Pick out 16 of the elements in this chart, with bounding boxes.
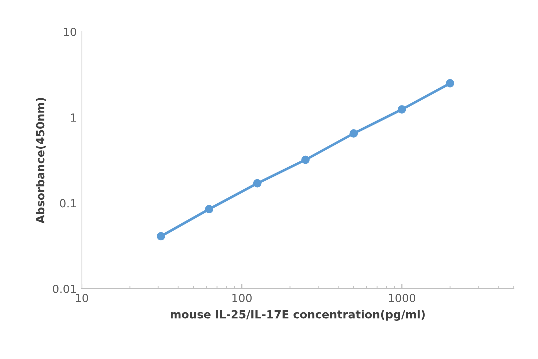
x-axis-title: mouse IL-25/IL-17E concentration(pg/ml) [170, 310, 425, 322]
point [350, 130, 358, 138]
point [205, 205, 214, 214]
point [302, 156, 310, 164]
x-tick-label: 10 [76, 294, 88, 302]
y-tick-label: 10 [64, 28, 76, 36]
x-tick-label: 1000 [389, 294, 416, 302]
y-tick-label: 0.1 [60, 199, 76, 208]
x-tick-label: 100 [232, 294, 252, 302]
y-tick-label: 0.01 [53, 284, 76, 294]
y-axis-title: Absorbance(450nm) [36, 98, 46, 224]
point [157, 232, 166, 241]
point [446, 79, 454, 88]
point [253, 179, 262, 188]
y-tick-label: 1 [71, 114, 76, 122]
point [398, 105, 406, 114]
